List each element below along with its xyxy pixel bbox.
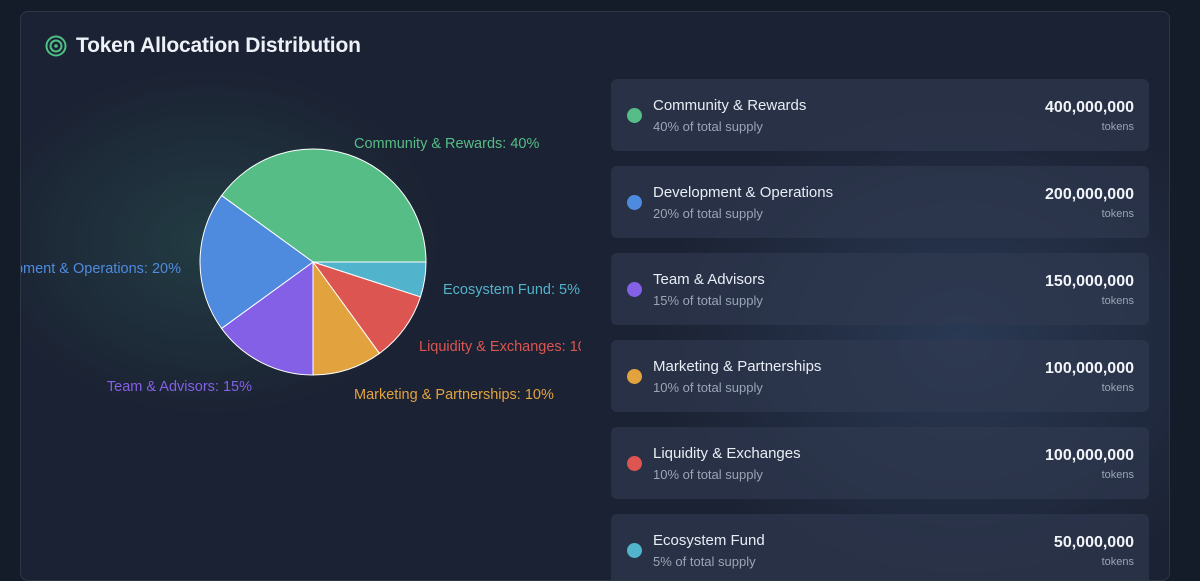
allocation-amount: 50,000,000 [1053, 534, 1134, 551]
allocation-unit: tokens [1101, 469, 1134, 481]
allocation-percent: 5% of total supply [653, 554, 756, 569]
allocation-unit: tokens [1101, 208, 1134, 220]
allocation-amount: 100,000,000 [1045, 447, 1134, 464]
pie-label: Marketing & Partnerships: 10% [354, 387, 554, 403]
allocation-row[interactable]: Team & Advisors 15% of total supply 150,… [611, 253, 1149, 325]
pie-label: Community & Rewards: 40% [354, 136, 539, 152]
pie-slice-liquidity-exchanges[interactable] [311, 261, 422, 355]
allocation-amount: 150,000,000 [1045, 273, 1134, 290]
allocation-percent: 40% of total supply [653, 119, 763, 134]
allocation-name: Team & Advisors [653, 271, 765, 288]
color-dot [627, 369, 642, 384]
page-title: Token Allocation Distribution [76, 34, 361, 57]
color-dot [627, 195, 642, 210]
card-header: Token Allocation Distribution [45, 34, 361, 58]
allocation-percent: 10% of total supply [653, 467, 763, 482]
allocation-row[interactable]: Development & Operations 20% of total su… [611, 166, 1149, 238]
allocation-amount: 200,000,000 [1045, 186, 1134, 203]
allocation-row[interactable]: Community & Rewards 40% of total supply … [611, 79, 1149, 151]
pie-slice-development-operations[interactable] [199, 194, 314, 330]
pie-slice-community-rewards[interactable] [220, 148, 427, 263]
pie-slice-marketing-partnerships[interactable] [312, 260, 381, 376]
allocation-name: Community & Rewards [653, 97, 807, 114]
token-allocation-card: Token Allocation Distribution Community … [20, 11, 1170, 581]
pie-label: Liquidity & Exchanges: 10% [419, 339, 581, 355]
pie-chart-area: Community & Rewards: 40% Ecosystem Fund: … [21, 72, 581, 492]
allocation-name: Development & Operations [653, 184, 834, 201]
allocation-row[interactable]: Liquidity & Exchanges 10% of total suppl… [611, 427, 1149, 499]
color-dot [627, 108, 642, 123]
allocation-unit: tokens [1101, 382, 1134, 394]
target-icon [45, 35, 67, 57]
allocation-name: Marketing & Partnerships [653, 358, 822, 375]
color-dot [627, 543, 642, 558]
allocation-list: Community & Rewards 40% of total supply … [611, 79, 1149, 580]
allocation-row[interactable]: Marketing & Partnerships 10% of total su… [611, 340, 1149, 412]
allocation-name: Ecosystem Fund [653, 532, 765, 549]
allocation-name: Liquidity & Exchanges [653, 445, 801, 462]
allocation-percent: 15% of total supply [653, 293, 763, 308]
allocation-unit: tokens [1101, 556, 1134, 568]
pie-chart: Community & Rewards: 40% Ecosystem Fund: … [21, 136, 581, 403]
allocation-percent: 20% of total supply [653, 206, 763, 221]
allocation-amount: 400,000,000 [1045, 99, 1134, 116]
allocation-row[interactable]: Ecosystem Fund 5% of total supply 50,000… [611, 514, 1149, 580]
color-dot [627, 282, 642, 297]
allocation-unit: tokens [1101, 121, 1134, 133]
pie-slice-team-advisors[interactable] [220, 261, 314, 376]
allocation-amount: 100,000,000 [1045, 360, 1134, 377]
pie-label: Team & Advisors: 15% [107, 379, 252, 395]
allocation-percent: 10% of total supply [653, 380, 763, 395]
allocation-unit: tokens [1101, 295, 1134, 307]
color-dot [627, 456, 642, 471]
pie-label: Ecosystem Fund: 5% [443, 282, 580, 298]
pie-label: Development & Operations: 20% [21, 261, 181, 277]
